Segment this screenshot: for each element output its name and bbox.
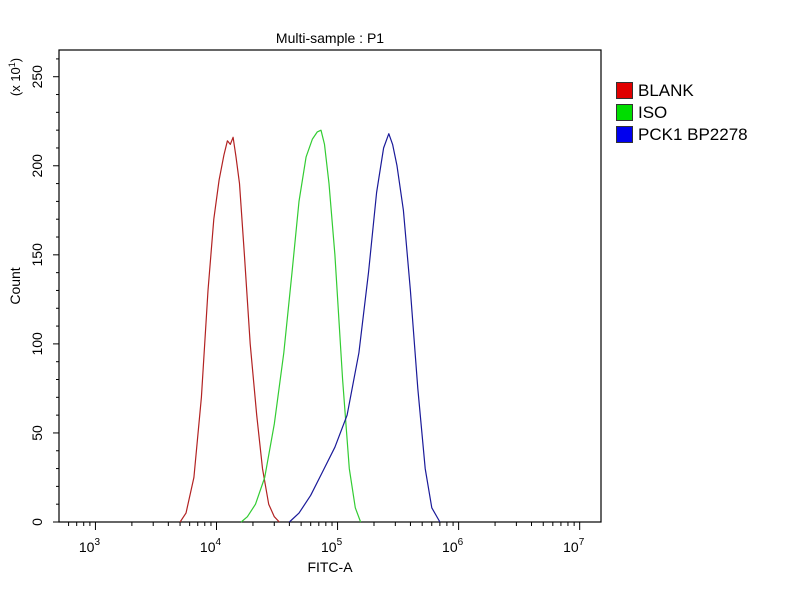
- y-tick-label: 200: [29, 154, 45, 178]
- y-tick-label: 250: [29, 65, 45, 89]
- y-axis: 0 50 100 150 200 250: [29, 58, 59, 526]
- legend-item: BLANK: [616, 80, 796, 100]
- y-tick-label: 0: [29, 518, 45, 526]
- legend-swatch: [616, 125, 633, 143]
- x-axis-label: FITC-A: [307, 559, 353, 575]
- series-line-pck1-bp2278: [288, 133, 441, 523]
- x-tick-label: 105: [321, 537, 343, 555]
- legend-label: BLANK: [638, 80, 694, 100]
- legend-label: PCK1 BP2278: [638, 124, 748, 144]
- y-tick-label: 100: [29, 332, 45, 356]
- series-layer: [179, 129, 441, 523]
- series-line-blank: [179, 136, 280, 523]
- legend: BLANK ISO PCK1 BP2278: [616, 80, 796, 146]
- series-line-iso: [240, 129, 362, 523]
- y-axis-multiplier-label: (x 101): [7, 58, 23, 96]
- x-tick-label: 103: [79, 537, 101, 555]
- legend-item: PCK1 BP2278: [616, 124, 796, 144]
- y-tick-label: 50: [29, 425, 45, 441]
- chart-title: Multi-sample : P1: [276, 30, 384, 46]
- legend-item: ISO: [616, 102, 796, 122]
- legend-label: ISO: [638, 102, 668, 122]
- legend-swatch: [616, 81, 633, 99]
- plot-frame: [58, 49, 602, 523]
- y-axis-label: Count: [7, 267, 23, 304]
- x-tick-label: 104: [200, 537, 222, 555]
- x-axis: 103 104 105 106 107: [68, 522, 585, 555]
- y-tick-label: 150: [29, 243, 45, 267]
- x-tick-label: 106: [442, 537, 464, 555]
- legend-swatch: [616, 103, 633, 121]
- x-tick-label: 107: [563, 537, 585, 555]
